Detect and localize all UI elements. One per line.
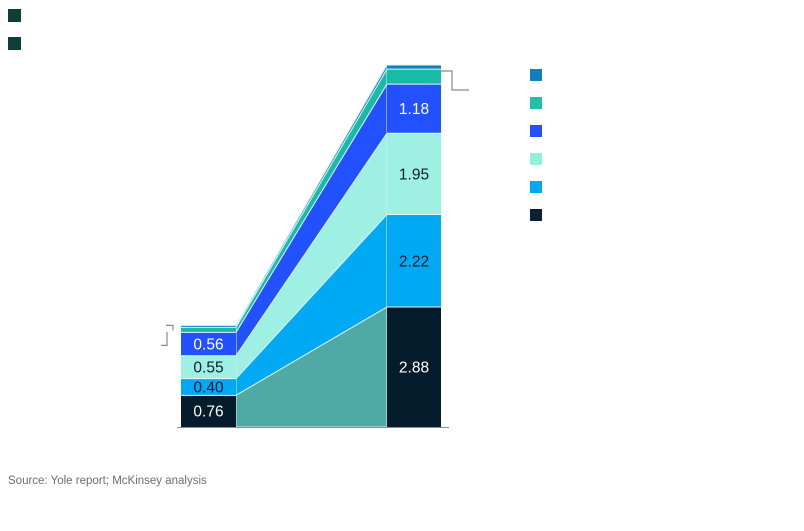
bar-value-label-right-sky-blue-segment: 2.22 bbox=[399, 253, 429, 270]
legend-swatch-2 bbox=[530, 97, 542, 109]
left-bracket-lower-leader bbox=[161, 331, 168, 346]
legend-swatch-6 bbox=[530, 209, 542, 221]
title-marker-square-2 bbox=[8, 37, 21, 50]
bar-value-label-right-mint-segment: 1.95 bbox=[399, 166, 429, 183]
source-note: Source: Yole report; McKinsey analysis bbox=[8, 475, 207, 487]
bar-segment-left-navy-segment bbox=[181, 395, 236, 427]
bar-value-label-left-sky-blue-segment: 0.40 bbox=[193, 380, 224, 397]
bar-segment-right-navy-segment bbox=[387, 307, 441, 427]
chart-legend bbox=[530, 69, 570, 237]
bar-segment-right-royal-blue-segment bbox=[387, 84, 441, 134]
bar-segment-right-sky-blue-segment bbox=[387, 214, 441, 308]
right-bracket-leader bbox=[441, 70, 469, 91]
legend-swatch-1 bbox=[530, 69, 542, 81]
bar-segment-right-mint-segment bbox=[387, 133, 441, 215]
legend-swatch-5 bbox=[530, 181, 542, 193]
bar-segment-left-sky-blue-segment bbox=[181, 378, 236, 396]
legend-swatch-4 bbox=[530, 153, 542, 165]
bar-segment-left-royal-blue-segment bbox=[181, 332, 236, 356]
bar-segment-right-ocean-blue-segment bbox=[387, 64, 441, 70]
legend-swatch-3 bbox=[530, 125, 542, 137]
bar-segment-left-mint-segment bbox=[181, 355, 236, 379]
bar-segment-right-teal-segment bbox=[387, 69, 441, 85]
title-marker-square-1 bbox=[8, 9, 21, 22]
bar-segment-left-teal-segment bbox=[181, 327, 236, 333]
bar-value-label-right-navy-segment: 2.88 bbox=[399, 360, 429, 377]
bar-segment-left-ocean-blue-segment bbox=[181, 325, 236, 328]
left-bracket-upper-leader bbox=[166, 324, 174, 331]
bar-value-label-right-royal-blue-segment: 1.18 bbox=[399, 101, 429, 118]
bar-value-label-left-royal-blue-segment: 0.56 bbox=[193, 337, 223, 354]
bar-value-label-left-navy-segment: 0.76 bbox=[193, 404, 223, 421]
bar-value-label-left-mint-segment: 0.55 bbox=[193, 360, 223, 377]
